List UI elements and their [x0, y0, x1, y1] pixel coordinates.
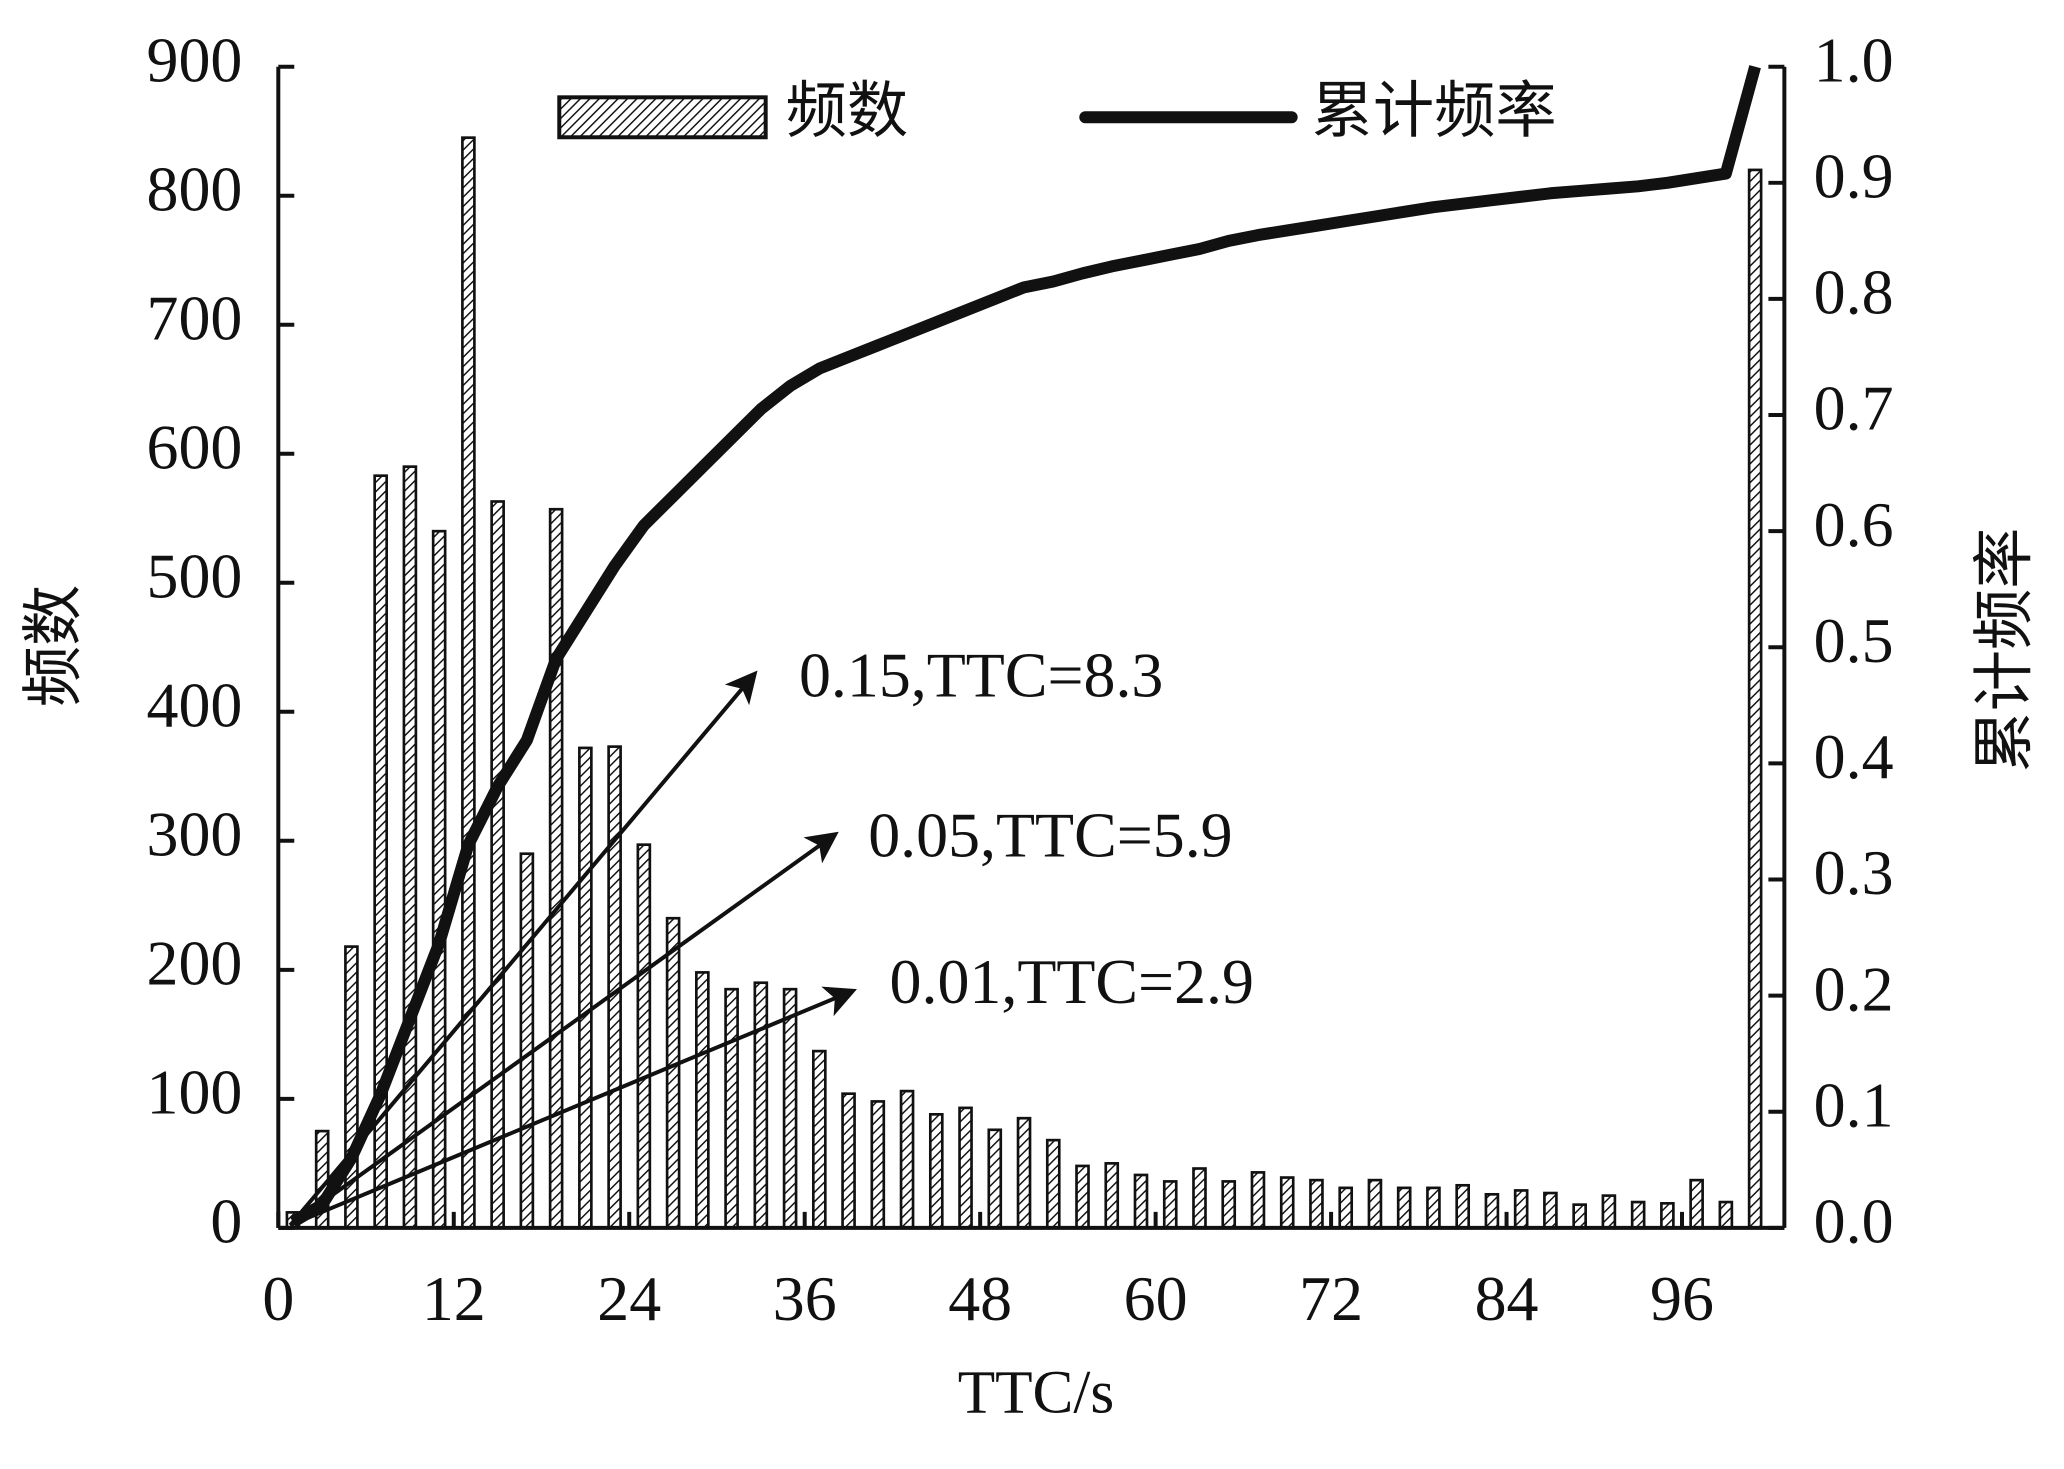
bar [1718, 1200, 1734, 1230]
legend-label: 频数 [786, 77, 909, 145]
bar [519, 852, 535, 1230]
y-tick-label: 600 [146, 411, 242, 482]
bar [1016, 1116, 1032, 1230]
bar [1338, 1186, 1354, 1230]
bar [1689, 1178, 1704, 1230]
bar [402, 465, 418, 1230]
bar [1396, 1186, 1412, 1230]
bar [636, 843, 652, 1230]
y2-tick-label: 1.0 [1814, 24, 1894, 95]
annotation: 0.01,TTC=2.9 [890, 946, 1254, 1017]
x-tick-label: 84 [1475, 1263, 1539, 1334]
y-tick-label: 500 [146, 540, 242, 611]
line [289, 65, 1761, 1228]
x-tick-label: 48 [948, 1263, 1012, 1334]
x-tick-label: 96 [1650, 1263, 1714, 1334]
bar [1543, 1191, 1558, 1230]
bar [1250, 1171, 1266, 1230]
y2-tick-label: 0.5 [1814, 605, 1894, 676]
y2-axis-title: 累计频率 [1971, 527, 2039, 772]
bar [1309, 1178, 1324, 1230]
bar [724, 987, 739, 1230]
y-tick-label: 100 [146, 1057, 242, 1128]
bar [1221, 1180, 1237, 1230]
bar [578, 746, 593, 1230]
bar [1513, 1189, 1529, 1230]
bar [1133, 1173, 1149, 1230]
y2-tick-label: 0.3 [1814, 837, 1894, 908]
x-tick-label: 24 [597, 1263, 661, 1334]
annotation-arrow [289, 831, 839, 1227]
y-tick-label: 0 [210, 1186, 242, 1257]
bar [1367, 1178, 1383, 1230]
bar [841, 1092, 856, 1230]
y-tick-label: 700 [146, 282, 242, 353]
bar [1426, 1186, 1441, 1230]
annotation: 0.15,TTC=8.3 [799, 640, 1163, 711]
y2-tick-label: 0.2 [1814, 953, 1894, 1024]
bar [1279, 1176, 1295, 1230]
y2-tick-label: 0.9 [1814, 140, 1894, 211]
x-tick-label: 36 [773, 1263, 837, 1334]
bar [1630, 1200, 1646, 1230]
bar [1075, 1164, 1090, 1230]
y-tick-label: 400 [146, 669, 242, 740]
annotation: 0.05,TTC=5.9 [868, 799, 1232, 870]
bar [899, 1089, 915, 1230]
bar [1045, 1138, 1061, 1230]
y-tick-label: 800 [146, 153, 242, 224]
legend-label: 累计频率 [1312, 77, 1557, 145]
y2-tick-label: 0.0 [1814, 1186, 1894, 1257]
bar [753, 981, 769, 1230]
x-tick-label: 60 [1124, 1263, 1188, 1334]
x-tick-label: 0 [262, 1263, 294, 1334]
annotation-arrow [288, 670, 758, 1227]
bar [1104, 1162, 1120, 1230]
y-tick-label: 200 [146, 927, 242, 998]
bar [811, 1049, 827, 1230]
bar [870, 1100, 886, 1230]
bar [1572, 1203, 1587, 1230]
bar [665, 916, 681, 1230]
x-axis-title: TTC/s [958, 1358, 1115, 1426]
bar [928, 1112, 944, 1230]
x-tick-label: 12 [422, 1263, 486, 1334]
y-tick-label: 900 [146, 24, 242, 95]
y-axis-title: 频数 [20, 585, 88, 707]
bar [1747, 168, 1763, 1230]
bar [782, 987, 798, 1230]
bar [1484, 1192, 1500, 1230]
y2-tick-label: 0.8 [1814, 257, 1894, 328]
bar [987, 1128, 1003, 1230]
bar [1162, 1180, 1178, 1230]
bar [548, 507, 564, 1230]
y2-tick-label: 0.4 [1814, 721, 1894, 792]
bar [1660, 1202, 1675, 1230]
bar [1455, 1183, 1471, 1230]
bar [490, 500, 505, 1230]
bar [1601, 1194, 1617, 1230]
legend-swatch [557, 95, 768, 140]
y2-tick-label: 0.7 [1814, 373, 1894, 444]
y-tick-label: 300 [146, 798, 242, 869]
bar [461, 136, 476, 1230]
y2-tick-label: 0.6 [1814, 489, 1894, 560]
bar [1192, 1167, 1207, 1230]
bar [695, 971, 710, 1230]
annotation-arrow [289, 986, 857, 1228]
x-tick-label: 72 [1299, 1263, 1363, 1334]
y2-tick-label: 0.1 [1814, 1069, 1894, 1140]
bar [958, 1106, 973, 1230]
